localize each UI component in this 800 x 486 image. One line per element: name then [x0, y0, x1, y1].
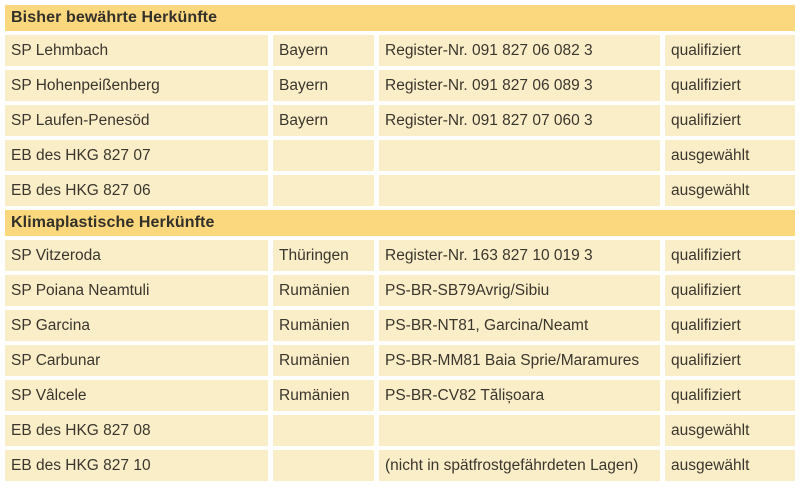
cell-region: Thüringen: [273, 240, 374, 271]
cell-region: [273, 450, 374, 481]
cell-register: PS-BR-NT81, Garcina/Neamt: [379, 310, 660, 341]
cell-register: (nicht in spätfrostgefährdeten Lagen): [379, 450, 660, 481]
cell-status: qualifiziert: [665, 70, 795, 101]
cell-register: [379, 415, 660, 446]
cell-name: SP Laufen-Penesöd: [5, 105, 268, 136]
cell-status: qualifiziert: [665, 310, 795, 341]
cell-register: [379, 175, 660, 206]
cell-status: qualifiziert: [665, 345, 795, 376]
cell-name: EB des HKG 827 10: [5, 450, 268, 481]
cell-name: SP Garcina: [5, 310, 268, 341]
section-header: Bisher bewährte Herkünfte: [5, 5, 795, 31]
cell-status: qualifiziert: [665, 105, 795, 136]
cell-region: Rumänien: [273, 380, 374, 411]
cell-status: ausgewählt: [665, 140, 795, 171]
cell-register: Register-Nr. 091 827 06 089 3: [379, 70, 660, 101]
cell-register: Register-Nr. 163 827 10 019 3: [379, 240, 660, 271]
cell-name: SP Carbunar: [5, 345, 268, 376]
cell-name: EB des HKG 827 07: [5, 140, 268, 171]
cell-name: EB des HKG 827 08: [5, 415, 268, 446]
cell-region: [273, 140, 374, 171]
cell-register: PS-BR-CV82 Tălișoara: [379, 380, 660, 411]
cell-status: ausgewählt: [665, 175, 795, 206]
cell-status: qualifiziert: [665, 35, 795, 66]
cell-status: qualifiziert: [665, 275, 795, 306]
provenance-table: Bisher bewährte Herkünfte SP Lehmbach Baye…: [5, 5, 795, 481]
cell-status: qualifiziert: [665, 380, 795, 411]
cell-status: ausgewählt: [665, 415, 795, 446]
cell-register: PS-BR-SB79Avrig/Sibiu: [379, 275, 660, 306]
cell-name: SP Hohenpeißenberg: [5, 70, 268, 101]
cell-name: SP Vitzeroda: [5, 240, 268, 271]
cell-name: SP Poiana Neamtuli: [5, 275, 268, 306]
cell-region: Rumänien: [273, 310, 374, 341]
cell-region: Rumänien: [273, 345, 374, 376]
cell-name: SP Lehmbach: [5, 35, 268, 66]
cell-register: PS-BR-MM81 Baia Sprie/Maramures: [379, 345, 660, 376]
cell-register: [379, 140, 660, 171]
cell-region: Bayern: [273, 105, 374, 136]
cell-region: [273, 175, 374, 206]
section-header: Klimaplastische Herkünfte: [5, 210, 795, 236]
cell-register: Register-Nr. 091 827 06 082 3: [379, 35, 660, 66]
cell-region: Bayern: [273, 70, 374, 101]
cell-status: qualifiziert: [665, 240, 795, 271]
cell-status: ausgewählt: [665, 450, 795, 481]
cell-name: EB des HKG 827 06: [5, 175, 268, 206]
cell-region: [273, 415, 374, 446]
cell-register: Register-Nr. 091 827 07 060 3: [379, 105, 660, 136]
cell-region: Rumänien: [273, 275, 374, 306]
cell-region: Bayern: [273, 35, 374, 66]
cell-name: SP Vâlcele: [5, 380, 268, 411]
